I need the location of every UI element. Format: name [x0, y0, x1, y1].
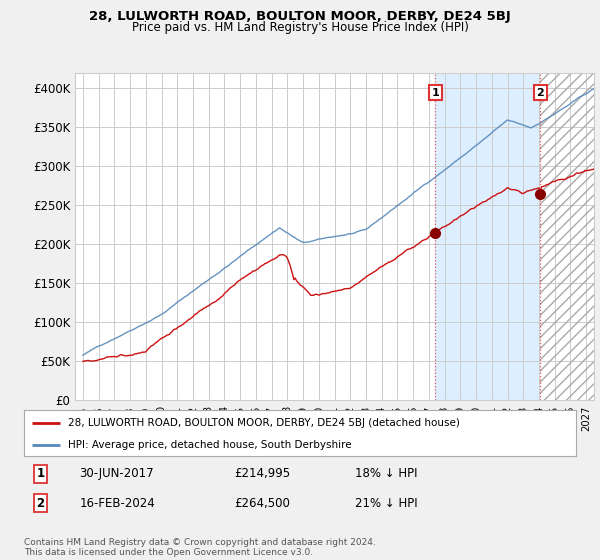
Text: 28, LULWORTH ROAD, BOULTON MOOR, DERBY, DE24 5BJ: 28, LULWORTH ROAD, BOULTON MOOR, DERBY, …: [89, 10, 511, 23]
Bar: [436, 73, 540, 400]
Text: 2: 2: [536, 87, 544, 97]
Text: 30-JUN-2017: 30-JUN-2017: [79, 468, 154, 480]
Text: Contains HM Land Registry data © Crown copyright and database right 2024.
This d: Contains HM Land Registry data © Crown c…: [24, 538, 376, 557]
Text: 1: 1: [431, 87, 439, 97]
Bar: [540, 73, 600, 400]
Text: £264,500: £264,500: [234, 497, 290, 510]
Text: £214,995: £214,995: [234, 468, 290, 480]
Text: 16-FEB-2024: 16-FEB-2024: [79, 497, 155, 510]
Text: 28, LULWORTH ROAD, BOULTON MOOR, DERBY, DE24 5BJ (detached house): 28, LULWORTH ROAD, BOULTON MOOR, DERBY, …: [68, 418, 460, 428]
Text: 18% ↓ HPI: 18% ↓ HPI: [355, 468, 418, 480]
Text: 21% ↓ HPI: 21% ↓ HPI: [355, 497, 418, 510]
Bar: [540, 73, 600, 400]
Text: Price paid vs. HM Land Registry's House Price Index (HPI): Price paid vs. HM Land Registry's House …: [131, 21, 469, 34]
Text: 1: 1: [37, 468, 44, 480]
Text: HPI: Average price, detached house, South Derbyshire: HPI: Average price, detached house, Sout…: [68, 440, 352, 450]
Text: 2: 2: [37, 497, 44, 510]
